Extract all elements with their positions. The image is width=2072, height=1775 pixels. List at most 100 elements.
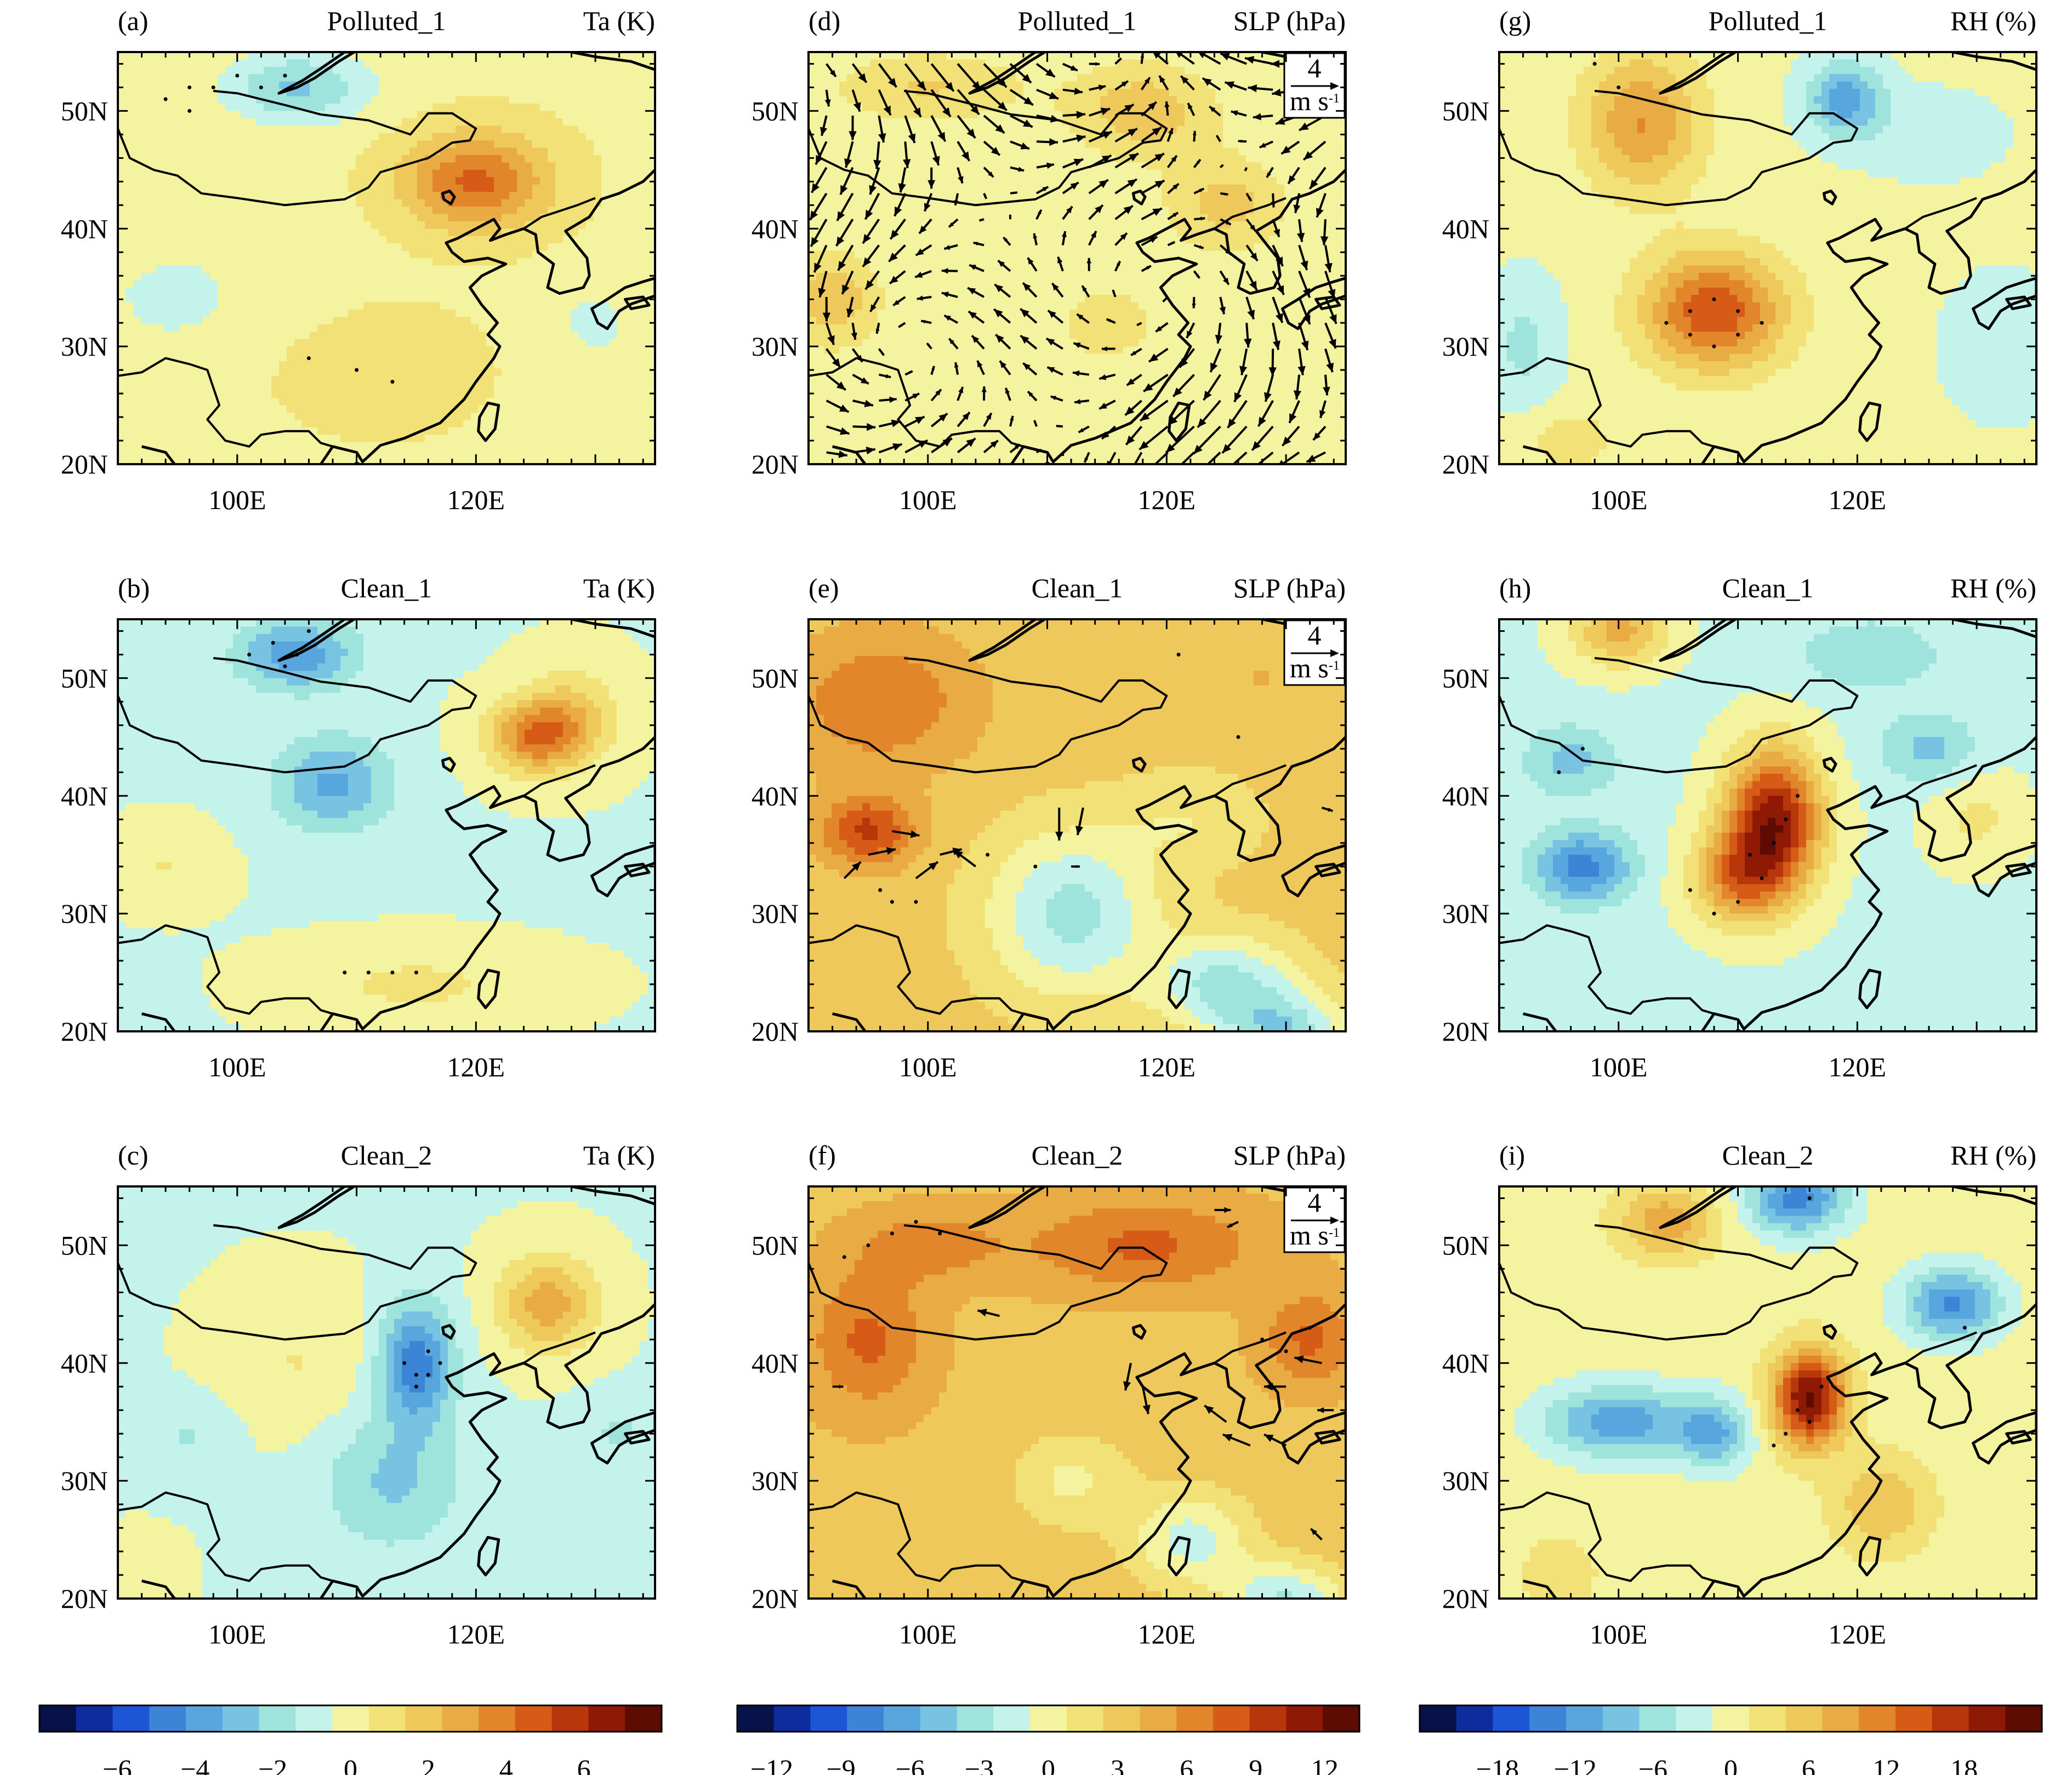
wind-arrow — [1298, 296, 1311, 325]
colorbar-swatch — [1932, 1705, 1969, 1732]
colorbar-swatch — [1529, 1705, 1567, 1732]
wind-arrow — [1204, 1405, 1227, 1423]
wind-arrow — [1164, 101, 1170, 116]
colorbar-swatch — [1213, 1705, 1250, 1732]
lat-tick-label: 50N — [61, 1230, 108, 1260]
wind-arrow — [851, 322, 857, 340]
wind-arrow — [914, 270, 932, 278]
wind-arrow — [1251, 425, 1274, 452]
colorbar-tick-label: 4 — [499, 1754, 513, 1775]
panel-g: (g) Polluted_1 RH (%) 20N 30N 40N 50N 100E 120E — [1442, 5, 2037, 515]
wind-arrow — [1022, 362, 1038, 376]
wind-arrow — [889, 218, 907, 240]
colorbar-swatch — [1420, 1705, 1457, 1732]
lon-tick-label: 100E — [208, 1052, 266, 1082]
panel-case-title: Polluted_1 — [1018, 5, 1137, 36]
colorbar-tick-label: 6 — [1802, 1754, 1815, 1775]
lat-tick-label: 50N — [752, 663, 799, 693]
reference-vector-value: 4 — [1308, 53, 1322, 83]
wind-arrow — [892, 830, 920, 838]
lat-tick-label: 40N — [61, 1348, 108, 1378]
wind-arrow — [1062, 111, 1086, 119]
lon-tick-label: 100E — [1590, 1619, 1648, 1650]
wind-arrow — [862, 244, 880, 267]
wind-arrow — [1297, 349, 1306, 375]
wind-arrow — [878, 89, 892, 116]
lat-tick-label: 50N — [1442, 1230, 1489, 1260]
wind-arrow — [1192, 130, 1197, 142]
colorbar-tick-label: −2 — [258, 1754, 287, 1775]
wind-arrow — [1020, 307, 1038, 324]
wind-arrow — [957, 412, 971, 427]
wind-arrow — [818, 271, 828, 298]
wind-arrow — [822, 296, 831, 322]
coastline-borders — [118, 52, 655, 464]
wind-arrow — [819, 115, 828, 136]
wind-arrow — [1114, 232, 1128, 246]
wind-arrow — [1221, 425, 1248, 454]
panel-e: (e) Clean_1 SLP (hPa) 4m s-1 20N 30N 40N 50N 100… — [752, 573, 1347, 1082]
wind-arrow — [1175, 52, 1195, 65]
wind-arrow — [1061, 231, 1067, 246]
wind-arrow — [898, 167, 907, 193]
wind-arrow — [1126, 374, 1142, 386]
reference-vector-unit: m s-1 — [1290, 653, 1340, 683]
colorbar-tick-label: −4 — [180, 1754, 209, 1775]
wind-arrow — [1050, 395, 1063, 402]
wind-arrow — [1009, 443, 1021, 454]
wind-arrow — [864, 192, 880, 220]
wind-arrow — [930, 115, 947, 142]
lon-tick-label: 120E — [447, 484, 505, 515]
wind-arrow — [1114, 80, 1129, 91]
colorbar-swatch — [405, 1705, 442, 1732]
colorbar-tick-label: 6 — [1180, 1754, 1193, 1775]
wind-arrow — [1324, 348, 1334, 373]
wind-arrow — [1266, 167, 1274, 178]
wind-arrow — [811, 167, 828, 193]
wind-arrow — [1020, 334, 1038, 350]
wind-arrow — [837, 244, 854, 271]
panel-f: (f) Clean_2 SLP (hPa) 4m s-1 20N 30N 40N 50N 100… — [752, 1140, 1347, 1650]
colorbar-swatch — [884, 1705, 921, 1732]
wind-arrow — [1310, 1528, 1323, 1541]
colorbar-tick-label: 12 — [1311, 1754, 1339, 1775]
wind-arrow — [948, 338, 959, 350]
wind-arrow — [924, 193, 933, 212]
wind-arrow — [1036, 186, 1049, 195]
coastline-borders — [118, 1186, 655, 1599]
colorbar-swatch — [1103, 1705, 1140, 1732]
panel-i: (i) Clean_2 RH (%) 20N 30N 40N 50N 100E 120E — [1442, 1140, 2037, 1650]
panel-c: (c) Clean_2 Ta (K) 20N 30N 40N 50N 100E 120E — [61, 1140, 656, 1650]
wind-arrow — [967, 287, 985, 298]
wind-arrow — [1324, 270, 1336, 299]
wind-arrow — [1062, 206, 1073, 220]
colorbar-tick-label: 18 — [1950, 1754, 1978, 1775]
wind-arrow — [983, 193, 988, 199]
wind-arrow — [995, 333, 1011, 350]
axis-ticks — [117, 619, 655, 1032]
wind-arrow — [1141, 179, 1165, 195]
contour-field — [809, 1186, 1346, 1599]
wind-arrow — [1288, 400, 1300, 424]
wind-arrow — [1197, 399, 1221, 429]
lat-tick-label: 40N — [1442, 780, 1489, 811]
wind-arrow — [824, 89, 831, 107]
wind-arrow — [852, 399, 874, 408]
wind-arrow — [976, 360, 985, 375]
wind-arrow — [879, 373, 891, 379]
wind-arrow — [1193, 244, 1204, 249]
wind-arrow — [957, 437, 976, 454]
wind-arrow — [1076, 313, 1090, 324]
wind-arrow — [878, 443, 903, 454]
wind-arrow — [1124, 399, 1142, 416]
colorbar-1: −6 −4 −2 0 2 4 6 — [38, 1704, 663, 1775]
panel-variable-title: RH (%) — [1950, 573, 2036, 603]
wind-arrow — [1062, 134, 1086, 143]
wind-arrow — [1324, 245, 1333, 273]
map-frame — [1498, 618, 2037, 1032]
lat-tick-label: 20N — [1442, 449, 1489, 480]
wind-arrow — [1141, 126, 1162, 142]
wind-arrow — [835, 219, 854, 247]
contour-field — [809, 52, 1346, 464]
wind-arrow — [1187, 102, 1196, 116]
